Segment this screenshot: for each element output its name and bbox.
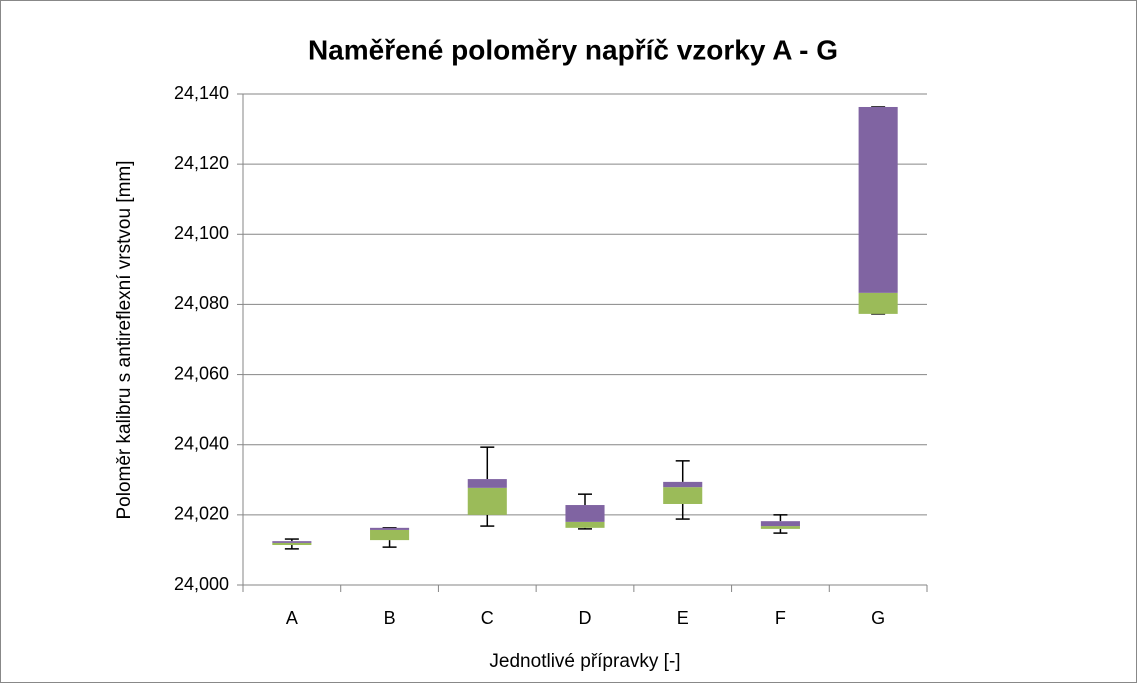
box-upper [760,521,800,527]
y-axis-label: Poloměr kalibru s antireflexní vrstvou [… [114,160,135,519]
box-lower [663,487,703,504]
x-tick-label: B [384,608,396,628]
x-tick-label: A [286,608,298,628]
x-tick-label: C [481,608,494,628]
box-lower [467,487,507,515]
y-tick-label: 24,020 [174,504,229,524]
x-axis-label: Jednotlivé přípravky [-] [489,651,680,672]
y-tick-label: 24,060 [174,363,229,383]
box-upper [565,505,605,522]
y-tick-label: 24,100 [174,223,229,243]
box-lower [565,521,605,528]
y-tick-label: 24,000 [174,574,229,594]
box-lower [370,529,410,541]
chart-title: Naměřené poloměry napříč vzorky A - G [308,34,838,65]
y-tick-label: 24,040 [174,433,229,453]
box-lower [272,542,312,546]
box-upper [858,106,898,293]
box-lower [858,292,898,314]
box-upper [663,481,703,488]
y-tick-label: 24,080 [174,293,229,313]
y-tick-label: 24,120 [174,153,229,173]
x-tick-label: G [871,608,885,628]
box-lower [760,526,800,529]
box-upper [272,541,312,543]
x-tick-label: F [775,608,786,628]
x-tick-label: D [579,608,592,628]
box-upper [467,479,507,488]
y-tick-label: 24,140 [174,83,229,103]
box-upper [370,527,410,530]
x-tick-label: E [677,608,689,628]
